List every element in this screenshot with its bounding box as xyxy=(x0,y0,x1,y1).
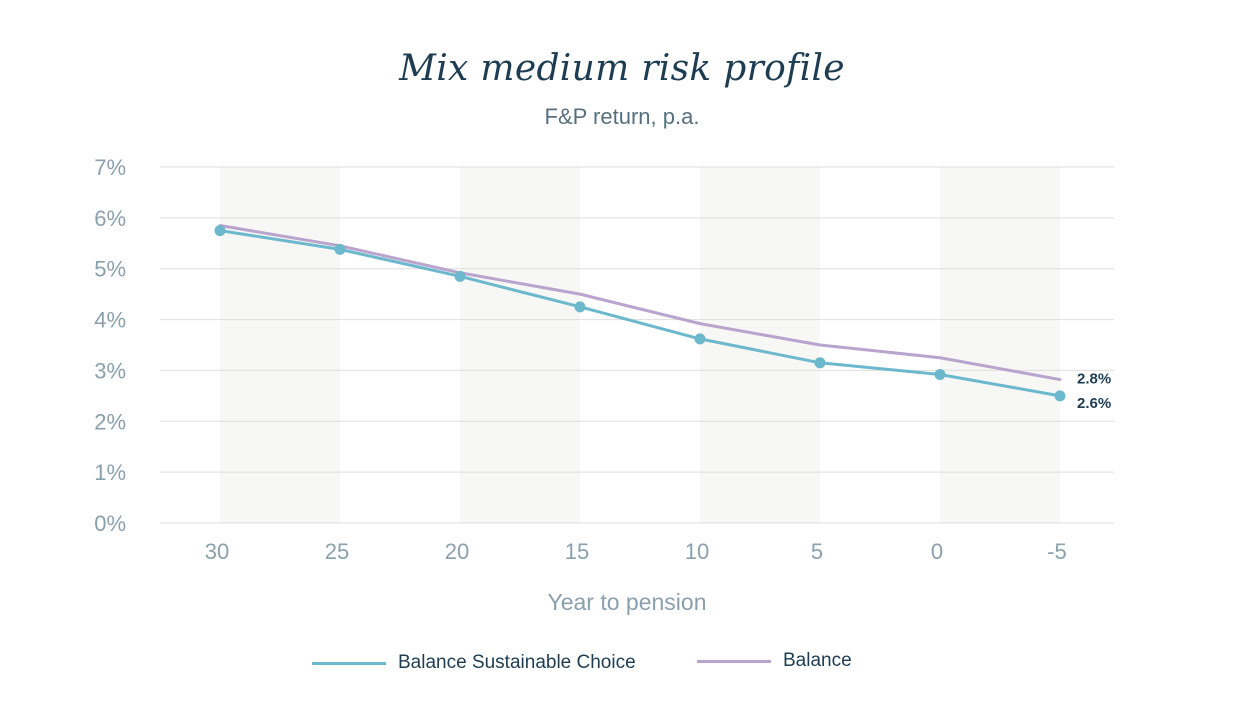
chart-title: Mix medium risk profile xyxy=(399,48,845,89)
x-tick-label: 20 xyxy=(445,539,469,564)
data-point-balance-sustainable-choice xyxy=(1054,390,1066,402)
end-label: 2.6% xyxy=(1077,395,1111,412)
y-tick-label: 3% xyxy=(94,358,126,383)
data-point-balance-sustainable-choice xyxy=(454,270,466,282)
y-axis-ticks: 0% 1% 2% 3% 4% 5% 6% 7% xyxy=(94,155,126,536)
grid-lines xyxy=(160,166,1114,524)
legend-item-balance-sustainable-choice: Balance Sustainable Choice xyxy=(312,652,636,674)
x-tick-label: 15 xyxy=(565,539,589,564)
legend-item-balance: Balance xyxy=(697,650,852,672)
end-labels: 2.6% 2.8% xyxy=(1077,371,1111,412)
chart-subtitle: F&P return, p.a. xyxy=(544,104,700,129)
y-tick-label: 7% xyxy=(94,155,126,180)
end-label: 2.8% xyxy=(1077,371,1111,388)
column-band-1 xyxy=(460,167,580,523)
data-point-balance-sustainable-choice xyxy=(334,243,346,255)
column-bands xyxy=(220,167,1060,523)
column-band-3 xyxy=(940,167,1060,523)
data-point-balance-sustainable-choice xyxy=(694,333,706,345)
series-line-balance-sustainable-choice xyxy=(218,229,1062,398)
data-point-balance-sustainable-choice xyxy=(814,357,826,369)
legend: Balance Sustainable Choice Balance xyxy=(0,650,1244,680)
data-point-balance-sustainable-choice xyxy=(214,225,226,237)
series-group xyxy=(214,223,1066,402)
data-point-balance-sustainable-choice xyxy=(574,301,586,313)
x-tick-label: 5 xyxy=(811,539,823,564)
x-tick-label: -5 xyxy=(1047,539,1067,564)
legend-swatch-balance xyxy=(697,659,771,663)
legend-label-balance: Balance xyxy=(783,650,852,671)
legend-label-balance-sustainable-choice: Balance Sustainable Choice xyxy=(398,652,636,673)
y-tick-label: 2% xyxy=(94,409,126,434)
y-tick-label: 6% xyxy=(94,206,126,231)
column-band-0 xyxy=(220,167,340,523)
x-tick-label: 30 xyxy=(205,539,229,564)
legend-swatch-balance-sustainable-choice xyxy=(312,661,386,665)
x-tick-label: 0 xyxy=(931,539,943,564)
y-tick-label: 5% xyxy=(94,257,126,282)
column-band-2 xyxy=(700,167,820,523)
y-tick-label: 0% xyxy=(94,511,126,536)
data-point-balance-sustainable-choice xyxy=(934,368,946,380)
y-tick-label: 1% xyxy=(94,460,126,485)
x-axis-ticks: 30 25 20 15 10 5 0 -5 xyxy=(205,539,1067,564)
x-tick-label: 25 xyxy=(325,539,349,564)
y-tick-label: 4% xyxy=(94,308,126,333)
series-line-balance xyxy=(218,223,1062,382)
x-tick-label: 10 xyxy=(685,539,709,564)
x-axis-label: Year to pension xyxy=(547,589,706,615)
